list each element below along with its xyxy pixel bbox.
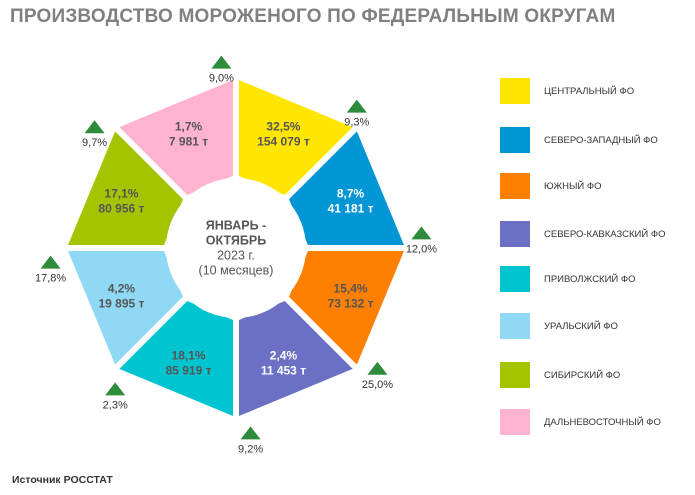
legend-label: ДАЛЬНЕВОСТОЧНЫЙ ФО [544, 416, 661, 428]
center-label: 2023 г. [217, 249, 255, 263]
legend-label: УРАЛЬСКИЙ ФО [544, 320, 618, 332]
segment-share-label: 15,4% [334, 281, 368, 295]
segment-7 [68, 131, 184, 246]
segment-6 [68, 250, 184, 365]
legend-label: СИБИРСКИЙ ФО [544, 369, 621, 381]
segment-volume-label: 85 919 т [166, 364, 212, 378]
legend-swatch [500, 266, 530, 292]
segment-share-label: 4,2% [108, 281, 136, 295]
segment-volume-label: 73 132 т [328, 296, 374, 310]
legend-label: СЕВЕРО-ЗАПАДНЫЙ ФО [544, 134, 658, 146]
center-label: ЯНВАРЬ - [206, 219, 266, 233]
legend-item: СЕВЕРО-КАВКАЗСКИЙ ФО [500, 221, 690, 247]
segment-volume-label: 41 181 т [328, 202, 374, 216]
segment-8 [119, 80, 234, 196]
growth-up-icon [84, 120, 105, 134]
growth-label: 17,8% [35, 273, 66, 285]
legend-item: СИБИРСКИЙ ФО [500, 362, 690, 388]
legend-item: ПРИВОЛЖСКИЙ ФО [500, 266, 690, 292]
legend-swatch [500, 78, 530, 104]
chart-title: ПРОИЗВОДСТВО МОРОЖЕНОГО ПО ФЕДЕРАЛЬНЫМ О… [10, 6, 616, 27]
center-label: (10 месяцев) [199, 264, 274, 278]
source-note: Источник РОССТАТ [12, 474, 113, 486]
growth-up-icon [40, 255, 61, 269]
segment-share-label: 17,1% [104, 187, 138, 201]
donut-center [166, 178, 306, 318]
growth-label: 12,0% [406, 243, 437, 255]
segment-2 [288, 131, 404, 246]
segment-volume-label: 154 079 т [257, 134, 310, 148]
legend-item: ЮЖНЫЙ ФО [500, 173, 690, 199]
growth-label: 25,0% [362, 379, 393, 391]
growth-label: 9,2% [238, 443, 263, 455]
segment-volume-label: 11 453 т [261, 364, 306, 378]
segment-share-label: 8,7% [337, 187, 365, 201]
legend-label: ПРИВОЛЖСКИЙ ФО [544, 273, 636, 285]
growth-up-icon [211, 55, 232, 69]
growth-label: 9,3% [344, 117, 369, 129]
legend-item: ДАЛЬНЕВОСТОЧНЫЙ ФО [500, 409, 690, 435]
legend-swatch [500, 173, 530, 199]
legend-item: ЦЕНТРАЛЬНЫЙ ФО [500, 78, 690, 104]
legend-label: ЮЖНЫЙ ФО [544, 180, 602, 192]
legend-swatch [500, 313, 530, 339]
segment-share-label: 32,5% [266, 119, 300, 133]
growth-label: 9,0% [209, 73, 234, 85]
legend-item: СЕВЕРО-ЗАПАДНЫЙ ФО [500, 127, 690, 153]
growth-up-icon [105, 382, 126, 396]
center-label: ОКТЯБРЬ [206, 234, 266, 248]
segment-3 [288, 250, 404, 365]
legend-item: УРАЛЬСКИЙ ФО [500, 313, 690, 339]
segment-5 [119, 300, 234, 416]
legend-label: СЕВЕРО-КАВКАЗСКИЙ ФО [544, 228, 666, 240]
segment-share-label: 1,7% [175, 119, 203, 133]
legend-swatch [500, 362, 530, 388]
segment-share-label: 2,4% [270, 349, 298, 363]
segment-1 [238, 80, 353, 196]
segment-volume-label: 7 981 т [169, 134, 208, 148]
growth-up-icon [367, 361, 388, 375]
legend-swatch [500, 221, 530, 247]
segment-volume-label: 80 956 т [98, 202, 144, 216]
segment-share-label: 18,1% [172, 349, 206, 363]
legend-label: ЦЕНТРАЛЬНЫЙ ФО [544, 85, 635, 97]
segment-4 [238, 300, 353, 416]
growth-label: 9,7% [82, 137, 107, 149]
growth-label: 2,3% [103, 399, 128, 411]
legend-swatch [500, 127, 530, 153]
growth-up-icon [411, 226, 432, 240]
growth-up-icon [240, 426, 261, 440]
growth-up-icon [346, 99, 367, 113]
segment-volume-label: 19 895 т [98, 296, 144, 310]
legend-swatch [500, 409, 530, 435]
